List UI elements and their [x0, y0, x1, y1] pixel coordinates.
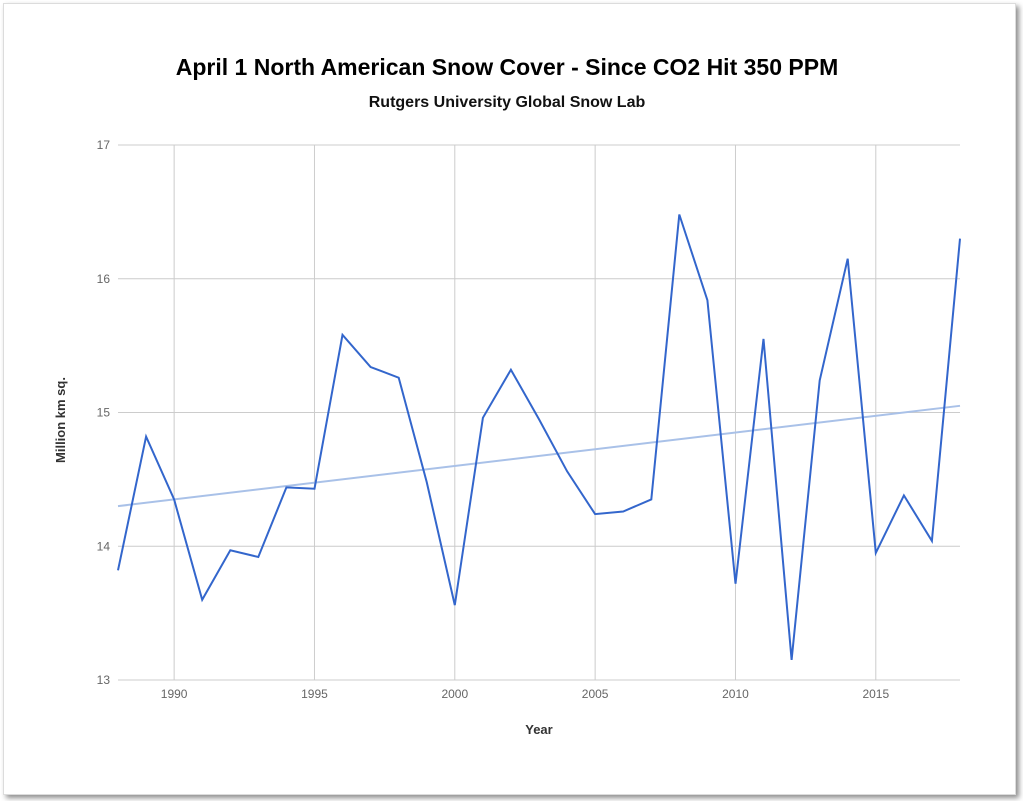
- trendline-line: [117, 404, 961, 508]
- y-tick-label-16: 16: [97, 272, 111, 286]
- chart-subtitle: Rutgers University Global Snow Lab: [369, 94, 646, 111]
- y-tick-label-14: 14: [97, 539, 111, 553]
- y-tick-label-13: 13: [97, 673, 111, 687]
- series: [117, 214, 961, 661]
- chart-card: [3, 3, 1016, 795]
- x-tick-label-1990: 1990: [161, 687, 188, 701]
- trendline: [117, 404, 961, 508]
- x-axis-title: Year: [525, 722, 552, 737]
- x-tick-label-2015: 2015: [862, 687, 889, 701]
- x-tick-label-2000: 2000: [441, 687, 468, 701]
- y-axis-title: Million km sq.: [53, 377, 68, 463]
- x-tick-label-1995: 1995: [301, 687, 328, 701]
- y-tick-label-15: 15: [97, 406, 111, 420]
- grid: [118, 144, 960, 681]
- chart-title: April 1 North American Snow Cover - Sinc…: [176, 54, 838, 80]
- x-tick-label-2005: 2005: [582, 687, 609, 701]
- y-tick-label-17: 17: [97, 138, 111, 152]
- series-line: [117, 214, 961, 661]
- x-tick-label-2010: 2010: [722, 687, 749, 701]
- tick-labels: 13 14 15 16 17 1990 1995 2000 2005 2010 2015: [97, 138, 890, 701]
